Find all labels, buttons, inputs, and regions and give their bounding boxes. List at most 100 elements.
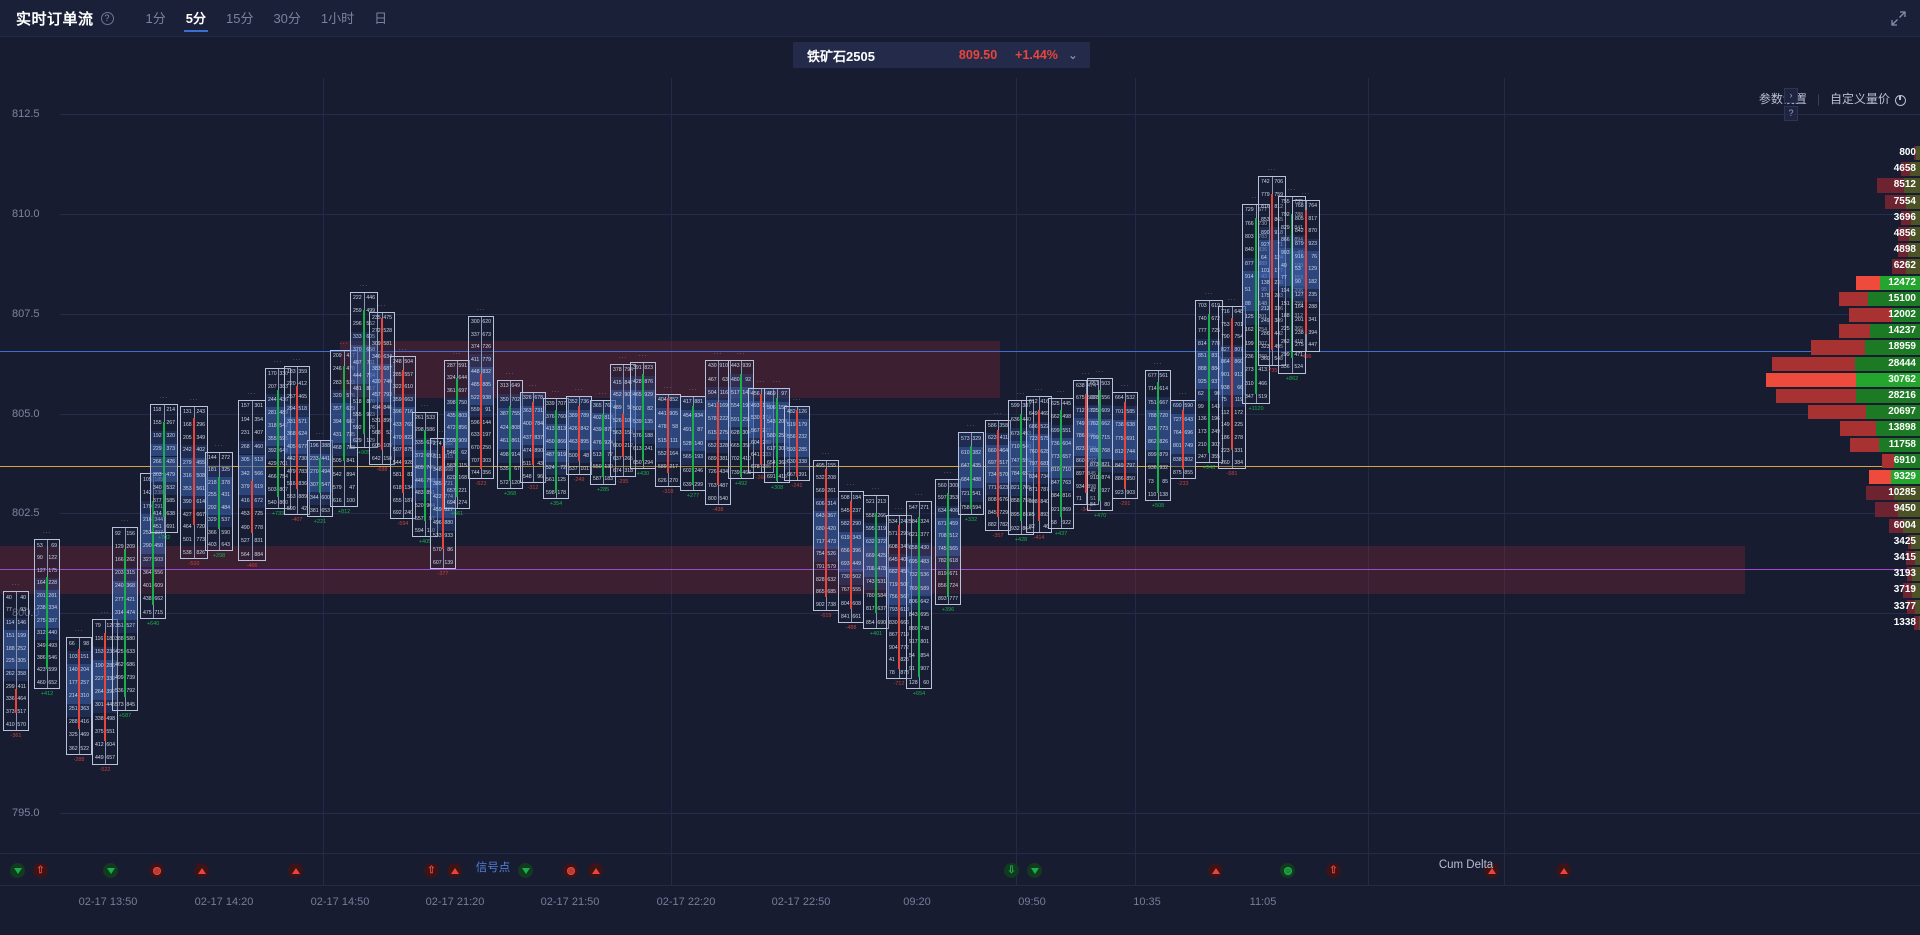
footprint-candle[interactable]: 625 445 662 498 699 551 736 604 773 657 810 710 847 7…: [1048, 389, 1074, 537]
footprint-candle[interactable]: 131 243 168 296 205 349 242 402 279 455 316 508 353 5…: [180, 397, 208, 567]
ask-volume: 478: [877, 566, 886, 573]
footprint-candle[interactable]: 560 300 597 353 634 406 671 459 708 512 745 565 782 6…: [935, 471, 961, 613]
footprint-candle[interactable]: 40 40 77 93 114 146 151 199 188 252 225 305 262 358 29…: [3, 583, 29, 739]
timeframe-tab-4[interactable]: 1小时: [320, 10, 355, 26]
chevron-down-icon[interactable]: ⌄: [1067, 48, 1078, 62]
bid-volume: 54: [909, 652, 915, 659]
footprint-candle[interactable]: 92 156 129 209 166 262 203 315 240 368 277 421 314 47…: [112, 519, 138, 719]
footprint-candle[interactable]: 157 301 194 354 231 407 268 460 305 513 342 566 379 6…: [238, 391, 266, 569]
ask-volume: 642: [920, 599, 929, 606]
signal-marker-up[interactable]: [447, 863, 462, 878]
footprint-candle[interactable]: 404 852 441 905 478 58 515 111 552 164 589 217 626 27…: [655, 385, 681, 495]
bid-volume: 559: [471, 407, 480, 414]
footprint-candle[interactable]: 508 184 545 237 582 290 619 343 656 396 693 449 730 5…: [838, 483, 864, 631]
signal-marker-down[interactable]: [1027, 863, 1042, 878]
signal-marker-up[interactable]: [149, 863, 164, 878]
signal-marker-up[interactable]: [1484, 863, 1499, 878]
bid-volume: 582: [841, 521, 850, 528]
candle-body-bearish: [78, 649, 80, 730]
bid-volume: 662: [1051, 414, 1060, 421]
footprint-candle[interactable]: 287 591 324 644 361 697 398 750 435 803 472 856 509 9…: [444, 351, 470, 517]
footprint-candle[interactable]: 664 532 701 585 738 638 775 691 812 744 849 797 886 8…: [1112, 383, 1138, 507]
signal-marker-up[interactable]: [1208, 863, 1223, 878]
footprint-candle[interactable]: 482 126 519 179 556 232 593 285 630 338 667 391 ··· -…: [784, 397, 810, 489]
footprint-candle[interactable]: 391 823 428 876 465 929 502 82 539 135 576 188 613 24…: [630, 353, 656, 477]
candle-body-bearish: [667, 397, 669, 474]
signal-marker-down[interactable]: [10, 863, 25, 878]
signal-marker-down[interactable]: [518, 863, 533, 878]
footprint-candle[interactable]: 144 272 181 325 218 378 255 431 292 484 329 537 366 5…: [205, 443, 233, 559]
footprint-candle[interactable]: 352 736 389 789 426 842 463 895 500 48 537 101 ··· -2…: [566, 387, 592, 483]
footprint-candle[interactable]: 183 359 220 412 257 465 294 518 331 571 368 624 405 6…: [284, 357, 310, 523]
ask-volume: 209: [126, 544, 135, 551]
signal-marker-down[interactable]: [103, 863, 118, 878]
footprint-candle[interactable]: 417 881 454 934 491 87 528 140 565 193 602 246 639 29…: [680, 387, 706, 499]
instrument-pill[interactable]: 铁矿石2505 809.50 +1.44% ⌄: [793, 42, 1090, 68]
timeframe-tab-0[interactable]: 1分: [145, 10, 166, 26]
footprint-candle[interactable]: 430 910 467 63 504 116 541 169 578 222 615 275 652 32…: [705, 351, 731, 513]
timeframe-tab-3[interactable]: 30分: [273, 10, 301, 26]
ask-volume: 193: [694, 454, 703, 461]
footprint-candle[interactable]: 326 678 363 731 400 784 437 837 474 890 511 43 548 96…: [520, 383, 546, 491]
footprint-candle[interactable]: 196 388 233 441 270 494 307 547 344 600 381 653 ··· +…: [307, 431, 333, 525]
gear-icon[interactable]: [1895, 95, 1906, 106]
footprint-candle[interactable]: 248 504 285 557 322 610 359 663 396 716 433 769 470 8…: [390, 347, 416, 527]
timeframe-tab-5[interactable]: 日: [374, 10, 388, 26]
signal-marker-down[interactable]: [1280, 863, 1295, 878]
timeframe-tab-2[interactable]: 15分: [225, 10, 254, 26]
signal-marker-up[interactable]: [1556, 863, 1571, 878]
x-axis-tick-label: 11:05: [1249, 896, 1277, 908]
footprint-candle[interactable]: 495 155 532 208 569 261 606 314 643 367 680 420 717 4…: [813, 451, 839, 619]
signal-marker-up[interactable]: ⇧: [1326, 863, 1341, 878]
volume-profile-buy-bar: [1906, 194, 1920, 209]
signal-marker-up[interactable]: ⇧: [33, 863, 48, 878]
footprint-candle[interactable]: 677 561 714 614 751 667 788 720 825 773 862 826 899 8…: [1145, 361, 1171, 509]
panel-help-button[interactable]: ?: [1784, 106, 1798, 121]
footprint-candle[interactable]: 573 329 610 382 647 435 684 488 721 541 758 594 ··· +…: [958, 423, 984, 523]
expand-arrows-icon[interactable]: [1891, 11, 1906, 26]
footprint-candle[interactable]: 118 214 155 267 192 320 229 373 266 426 303 479 340 5…: [150, 395, 178, 541]
footprint-candle[interactable]: 7296777667308037838408368778899144251958…: [1242, 195, 1270, 411]
bid-volume: 459: [433, 507, 442, 514]
ask-volume: 367: [827, 513, 836, 520]
footprint-candle[interactable]: 716 648 753 701 790 754 827 807 864 860 901 913 938 6…: [1218, 297, 1246, 477]
footprint-candle[interactable]: 2745623116153486683857214227744598274968…: [430, 429, 456, 577]
signal-marker-up[interactable]: [563, 863, 578, 878]
footprint-candle[interactable]: 586 358 623 411 660 464 697 517 734 570 771 623 808 6…: [985, 411, 1011, 539]
footprint-candle[interactable]: 690 590 727 643 764 696 801 749 838 802 875 855 ··· -…: [1170, 391, 1196, 487]
signal-section-divider: [671, 854, 672, 885]
ask-volume: 319: [877, 525, 886, 532]
footprint-candle[interactable]: 521 213 558 266 595 319 632 372 669 425 706 478 743 5…: [863, 487, 889, 637]
bid-volume: 385: [433, 480, 442, 487]
bid-volume: 151: [1281, 300, 1290, 307]
custom-volume-price-button[interactable]: 自定义量价: [1829, 92, 1890, 106]
candle-imbalance-dots: ···: [575, 386, 583, 393]
collapse-panel-button[interactable]: ›: [1784, 88, 1798, 103]
footprint-candle[interactable]: 547 271 584 324 621 377 658 430 695 483 732 536 769 5…: [906, 493, 932, 697]
ask-volume: 290: [852, 521, 861, 528]
ask-volume: 178: [557, 490, 566, 497]
footprint-candle[interactable]: 79 127 116 180 153 233 190 286 227 339 264 392 301 44…: [92, 611, 118, 773]
signal-marker-up[interactable]: [588, 863, 603, 878]
chart-plot-area[interactable]: 812.5 810.0 807.5 805.0 802.5 800.0 795.0 40 40 7…: [0, 78, 1920, 853]
footprint-candle[interactable]: 612 416 649 469 686 522 723 575 760 628 797 681 834 7…: [1026, 387, 1052, 541]
footprint-candle[interactable]: 66 98 103 151 140 204 177 257 214 310 251 363 288 416…: [66, 629, 92, 763]
bid-volume: 351: [115, 622, 124, 629]
signal-marker-up[interactable]: ⇧: [424, 863, 439, 878]
timeframe-tab-1[interactable]: 5分: [176, 0, 216, 37]
footprint-candle[interactable]: 534 242 571 295 608 348 645 401 682 454 719 507 756 5…: [886, 507, 912, 687]
ask-volume: 542: [279, 422, 288, 429]
footprint-candle[interactable]: 768 764 805 817 842 870 879 923 916 76 53 129 90 182 1…: [1292, 191, 1320, 359]
footprint-candle[interactable]: 53 69 90 122 127 175 164 228 201 281 238 334 275 387 3…: [34, 531, 60, 697]
candle-body-bullish: [947, 493, 949, 598]
footprint-candle[interactable]: 651 503 688 556 725 609 762 662 799 715 836 768 873 8…: [1087, 369, 1113, 519]
help-icon[interactable]: ?: [100, 11, 114, 25]
bid-volume: 654: [767, 459, 776, 466]
volume-profile-buy-bar: [1910, 162, 1920, 177]
signal-marker-up[interactable]: [288, 863, 303, 878]
signal-marker-up[interactable]: [194, 863, 209, 878]
footprint-candle[interactable]: 339 707 376 760 413 813 450 866 487 919 524 72 561 12…: [543, 389, 569, 507]
bid-volume: 652: [708, 442, 717, 449]
footprint-candle[interactable]: 300 620 337 673 374 726 411 779 448 832 485 885 522 9…: [468, 307, 494, 487]
signal-marker-down[interactable]: ⇩: [1004, 863, 1019, 878]
